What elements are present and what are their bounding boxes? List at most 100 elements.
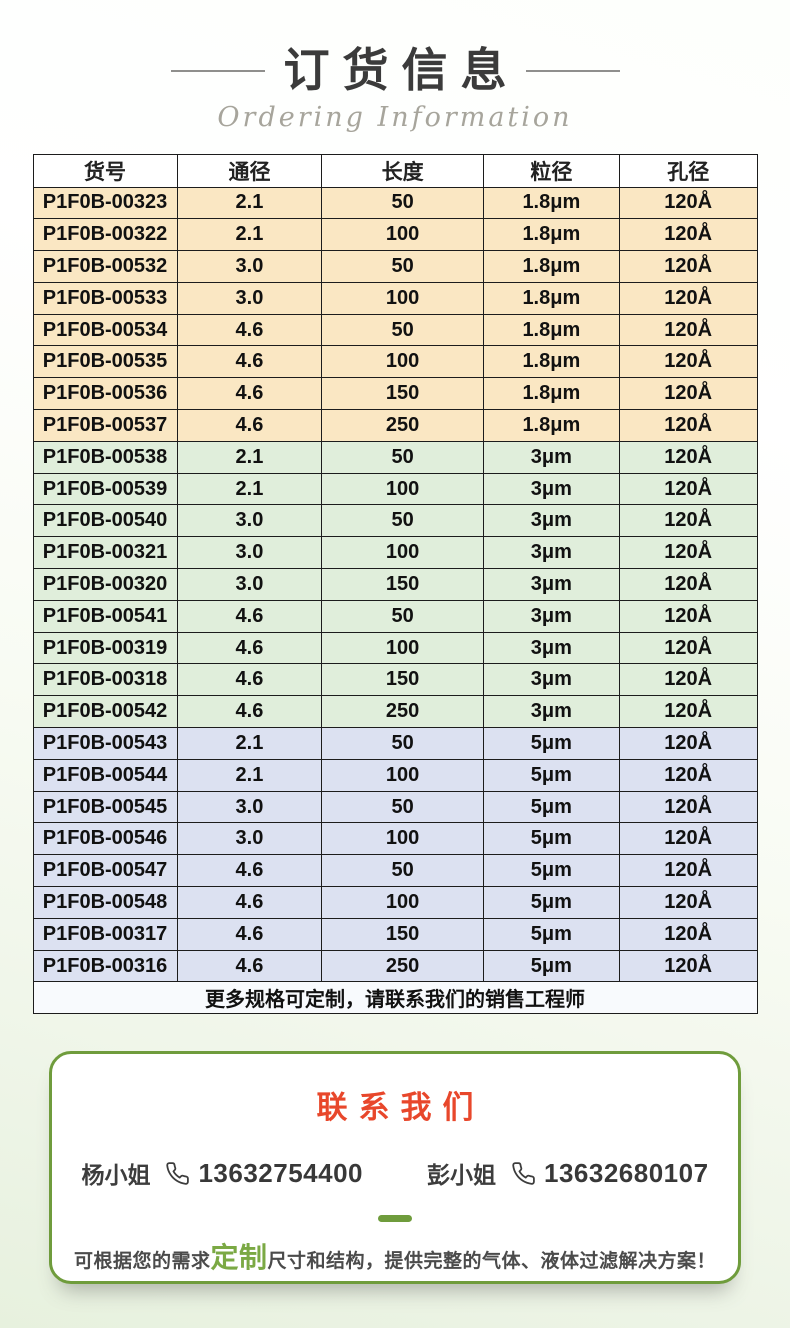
cell-code: P1F0B-00548 <box>32 886 178 919</box>
cell-length: 150 <box>321 377 484 411</box>
divider-dash <box>378 1215 412 1223</box>
cell-code: P1F0B-00541 <box>32 599 178 633</box>
cell-bore: 2.1 <box>176 218 323 252</box>
cell-length: 50 <box>321 250 484 283</box>
cell-code: P1F0B-00322 <box>32 218 178 252</box>
table-row: P1F0B-00540 3.0 50 3μm 120Å <box>32 504 758 538</box>
cell-particle: 5μm <box>482 727 620 760</box>
cell-particle: 1.8μm <box>482 218 620 252</box>
cell-pore: 120Å <box>618 536 758 570</box>
note-suffix: 尺寸和结构，提供完整的气体、液体过滤解决方案！ <box>267 1251 717 1273</box>
cell-length: 250 <box>321 409 484 442</box>
cell-code: P1F0B-00317 <box>32 917 178 951</box>
table-row: P1F0B-00543 2.1 50 5μm 120Å <box>32 727 758 760</box>
cell-particle: 1.8μm <box>482 377 620 411</box>
cell-code: P1F0B-00534 <box>32 313 178 347</box>
header-cell-particle: 粒径 <box>482 153 620 188</box>
cell-bore: 2.1 <box>176 758 323 792</box>
cell-particle: 5μm <box>482 854 620 888</box>
cell-particle: 3μm <box>482 504 620 538</box>
cell-pore: 120Å <box>618 504 758 538</box>
cell-bore: 4.6 <box>176 631 323 665</box>
cell-bore: 4.6 <box>176 599 323 633</box>
table-row: P1F0B-00317 4.6 150 5μm 120Å <box>32 917 758 951</box>
ordering-table: 货号 通径 长度 粒径 孔径 P1F0B-00323 2.1 50 1.8μm … <box>32 153 758 1015</box>
phone-receiver-icon <box>512 1162 535 1185</box>
table-header: 货号 通径 长度 粒径 孔径 <box>32 153 758 188</box>
cell-particle: 5μm <box>482 917 620 951</box>
cell-length: 100 <box>321 345 484 379</box>
cell-particle: 5μm <box>482 949 620 983</box>
cell-particle: 3μm <box>482 568 620 601</box>
table-row: P1F0B-00545 3.0 50 5μm 120Å <box>32 790 758 824</box>
cell-length: 150 <box>321 568 484 601</box>
table-footer-note: 更多规格可定制，请联系我们的销售工程师 <box>32 981 758 1015</box>
cell-bore: 4.6 <box>176 949 323 983</box>
cell-length: 50 <box>321 790 484 824</box>
cell-bore: 3.0 <box>176 822 323 856</box>
cell-length: 50 <box>321 313 484 347</box>
cell-bore: 2.1 <box>176 186 323 220</box>
cell-code: P1F0B-00321 <box>32 536 178 570</box>
cell-particle: 5μm <box>482 790 620 824</box>
table-row: P1F0B-00323 2.1 50 1.8μm 120Å <box>32 186 758 220</box>
cell-pore: 120Å <box>618 313 758 347</box>
cell-length: 100 <box>321 536 484 570</box>
contact-phone-number: 13632680107 <box>544 1157 709 1188</box>
cell-code: P1F0B-00535 <box>32 345 178 379</box>
cell-code: P1F0B-00537 <box>32 409 178 442</box>
cell-particle: 5μm <box>482 886 620 919</box>
cell-bore: 2.1 <box>176 727 323 760</box>
page-subtitle: Ordering Information <box>217 101 573 133</box>
cell-particle: 3μm <box>482 440 620 474</box>
cell-pore: 120Å <box>618 345 758 379</box>
cell-pore: 120Å <box>618 472 758 506</box>
cell-bore: 2.1 <box>176 472 323 506</box>
cell-length: 100 <box>321 218 484 252</box>
table-row: P1F0B-00316 4.6 250 5μm 120Å <box>32 949 758 983</box>
header-cell-bore: 通径 <box>176 153 323 188</box>
table-row: P1F0B-00321 3.0 100 3μm 120Å <box>32 536 758 570</box>
cell-length: 100 <box>321 758 484 792</box>
cell-particle: 1.8μm <box>482 281 620 315</box>
cell-bore: 4.6 <box>176 409 323 442</box>
table-row: P1F0B-00548 4.6 100 5μm 120Å <box>32 886 758 919</box>
table-row: P1F0B-00539 2.1 100 3μm 120Å <box>32 472 758 506</box>
customization-note: 可根据您的需求定制尺寸和结构，提供完整的气体、液体过滤解决方案！ <box>52 1236 738 1276</box>
page-title: 订货信息 <box>283 44 520 96</box>
table-row: P1F0B-00536 4.6 150 1.8μm 120Å <box>32 377 758 411</box>
cell-pore: 120Å <box>618 440 758 474</box>
cell-pore: 120Å <box>618 854 758 888</box>
cell-pore: 120Å <box>618 695 758 729</box>
table-row: P1F0B-00320 3.0 150 3μm 120Å <box>32 568 758 601</box>
cell-length: 50 <box>321 854 484 888</box>
page-header: 订货信息 Ordering Information <box>0 0 790 133</box>
cell-pore: 120Å <box>618 727 758 760</box>
cell-bore: 4.6 <box>176 854 323 888</box>
table-row: P1F0B-00547 4.6 50 5μm 120Å <box>32 854 758 888</box>
cell-pore: 120Å <box>618 568 758 601</box>
cell-length: 100 <box>321 281 484 315</box>
cell-particle: 1.8μm <box>482 186 620 220</box>
cell-length: 50 <box>321 186 484 220</box>
cell-pore: 120Å <box>618 377 758 411</box>
cell-length: 150 <box>321 917 484 951</box>
cell-bore: 4.6 <box>176 313 323 347</box>
cell-bore: 4.6 <box>176 695 323 729</box>
cell-code: P1F0B-00538 <box>32 440 178 474</box>
cell-bore: 3.0 <box>176 568 323 601</box>
contact-phone-number: 13632754400 <box>198 1157 363 1188</box>
table-row: P1F0B-00541 4.6 50 3μm 120Å <box>32 599 758 633</box>
table-row: P1F0B-00534 4.6 50 1.8μm 120Å <box>32 313 758 347</box>
cell-pore: 120Å <box>618 281 758 315</box>
cell-code: P1F0B-00323 <box>32 186 178 220</box>
cell-bore: 2.1 <box>176 440 323 474</box>
note-prefix: 可根据您的需求 <box>73 1251 211 1273</box>
cell-bore: 3.0 <box>176 536 323 570</box>
contact-box: 联系我们 杨小姐 13632754400 彭小姐 13632680107 可根据… <box>49 1051 741 1285</box>
cell-code: P1F0B-00319 <box>32 631 178 665</box>
contact-item: 彭小姐 13632680107 <box>427 1156 709 1190</box>
cell-pore: 120Å <box>618 631 758 665</box>
table-row: P1F0B-00544 2.1 100 5μm 120Å <box>32 758 758 792</box>
header-cell-length: 长度 <box>321 153 484 188</box>
